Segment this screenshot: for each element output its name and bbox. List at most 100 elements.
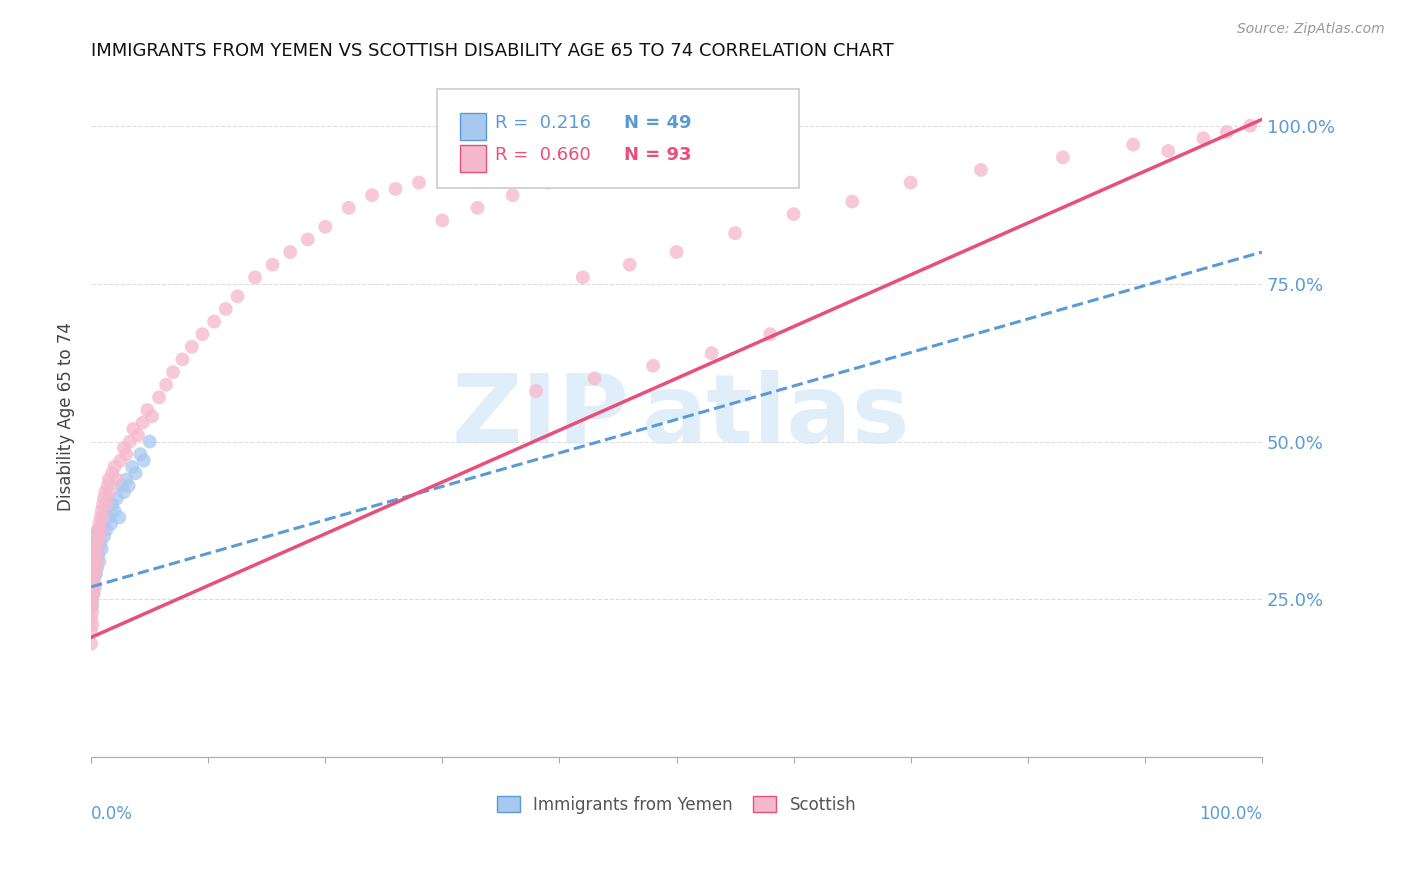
Point bbox=[89, 529, 111, 543]
Point bbox=[101, 498, 124, 512]
Point bbox=[432, 213, 454, 227]
Point bbox=[89, 516, 111, 531]
Point bbox=[83, 555, 105, 569]
Point bbox=[87, 548, 110, 562]
Point bbox=[103, 459, 125, 474]
Point bbox=[215, 301, 238, 316]
Point bbox=[243, 270, 266, 285]
Point bbox=[80, 611, 103, 625]
Point bbox=[80, 586, 103, 600]
Point bbox=[82, 574, 104, 588]
Point bbox=[226, 289, 249, 303]
Point bbox=[93, 529, 115, 543]
Point bbox=[82, 592, 104, 607]
Point bbox=[262, 258, 284, 272]
Point bbox=[83, 555, 105, 569]
Point bbox=[537, 176, 560, 190]
Point bbox=[86, 541, 108, 556]
Point bbox=[141, 409, 163, 424]
Point bbox=[172, 352, 194, 367]
Point bbox=[84, 555, 107, 569]
Text: IMMIGRANTS FROM YEMEN VS SCOTTISH DISABILITY AGE 65 TO 74 CORRELATION CHART: IMMIGRANTS FROM YEMEN VS SCOTTISH DISABI… bbox=[91, 42, 894, 60]
Point bbox=[97, 510, 120, 524]
Point bbox=[759, 327, 782, 342]
Point bbox=[841, 194, 863, 209]
Legend: Immigrants from Yemen, Scottish: Immigrants from Yemen, Scottish bbox=[491, 789, 863, 821]
Point bbox=[724, 226, 747, 240]
FancyBboxPatch shape bbox=[436, 89, 800, 188]
Point bbox=[83, 580, 105, 594]
Text: Source: ZipAtlas.com: Source: ZipAtlas.com bbox=[1237, 22, 1385, 37]
Point bbox=[1216, 125, 1239, 139]
Point bbox=[80, 592, 103, 607]
Y-axis label: Disability Age 65 to 74: Disability Age 65 to 74 bbox=[58, 322, 75, 511]
Point bbox=[408, 176, 430, 190]
Point bbox=[665, 245, 688, 260]
Point bbox=[583, 371, 606, 385]
Point bbox=[900, 176, 922, 190]
Point bbox=[86, 561, 108, 575]
Point bbox=[82, 586, 104, 600]
Point bbox=[82, 617, 104, 632]
Point bbox=[110, 479, 132, 493]
Point bbox=[82, 586, 104, 600]
Point bbox=[112, 441, 135, 455]
Point bbox=[108, 510, 131, 524]
Point bbox=[110, 453, 132, 467]
Point bbox=[83, 541, 105, 556]
Point bbox=[314, 219, 336, 234]
Point bbox=[131, 416, 153, 430]
Point bbox=[89, 555, 111, 569]
Point bbox=[384, 182, 406, 196]
Point bbox=[115, 447, 138, 461]
Point bbox=[122, 422, 145, 436]
Text: 100.0%: 100.0% bbox=[1199, 805, 1263, 823]
Point bbox=[82, 574, 104, 588]
Point bbox=[82, 605, 104, 619]
Point bbox=[105, 491, 128, 506]
Point bbox=[155, 377, 177, 392]
Point bbox=[96, 498, 118, 512]
Text: R =  0.216: R = 0.216 bbox=[495, 114, 591, 132]
Point bbox=[191, 327, 214, 342]
Point bbox=[124, 466, 146, 480]
Point bbox=[83, 580, 105, 594]
Point bbox=[337, 201, 360, 215]
Point bbox=[84, 535, 107, 549]
Point bbox=[80, 637, 103, 651]
Point bbox=[80, 624, 103, 638]
Point bbox=[98, 485, 121, 500]
Point bbox=[82, 561, 104, 575]
Point bbox=[467, 201, 489, 215]
Point bbox=[89, 523, 111, 537]
Point bbox=[94, 510, 117, 524]
Point bbox=[105, 473, 128, 487]
Point bbox=[1192, 131, 1215, 145]
Point bbox=[93, 491, 115, 506]
Point bbox=[202, 314, 225, 328]
Point bbox=[1157, 144, 1180, 158]
Point bbox=[643, 359, 665, 373]
Point bbox=[82, 561, 104, 575]
Point bbox=[80, 548, 103, 562]
Point bbox=[700, 346, 723, 360]
Point bbox=[84, 561, 107, 575]
Point bbox=[83, 567, 105, 582]
Point bbox=[502, 188, 524, 202]
FancyBboxPatch shape bbox=[460, 112, 485, 140]
Point bbox=[91, 516, 114, 531]
Point bbox=[87, 535, 110, 549]
Point bbox=[572, 270, 595, 285]
Point bbox=[112, 485, 135, 500]
Point bbox=[91, 498, 114, 512]
Point bbox=[82, 567, 104, 582]
Point bbox=[80, 580, 103, 594]
Point bbox=[524, 384, 547, 398]
Point bbox=[82, 599, 104, 613]
Point bbox=[84, 567, 107, 582]
Point bbox=[86, 555, 108, 569]
Point bbox=[82, 535, 104, 549]
Point bbox=[132, 453, 155, 467]
Point bbox=[90, 504, 112, 518]
Point bbox=[138, 434, 160, 449]
